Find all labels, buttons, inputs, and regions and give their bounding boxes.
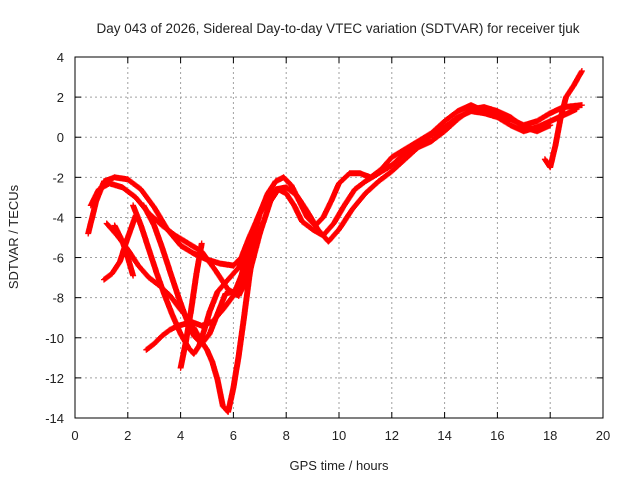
x-tick-label: 18: [543, 428, 557, 443]
satellite-track-4: [140, 200, 269, 347]
satellite-track-8-markers: [111, 222, 137, 279]
x-tick-label: 10: [332, 428, 346, 443]
x-tick-label: 2: [124, 428, 131, 443]
x-axis-label: GPS time / hours: [290, 458, 389, 473]
y-tick-label: -8: [52, 291, 64, 306]
x-tick-label: 8: [283, 428, 290, 443]
satellite-track-6-markers: [130, 202, 263, 357]
satellite-track-10: [541, 68, 585, 171]
x-tick-label: 14: [437, 428, 451, 443]
axis-ticks: 0 2 4 6 8 10 12 14 16 18 20 -14 -12 -10 -8 -6 -4 -2 0 2 4: [45, 50, 610, 443]
y-tick-label: -12: [45, 371, 64, 386]
satellite-track-2-markers: [87, 106, 580, 299]
satellite-track-2: [87, 106, 580, 299]
satellite-track-3: [103, 104, 554, 329]
chart-title: Day 043 of 2026, Sidereal Day-to-day VTE…: [97, 21, 580, 36]
y-tick-label: -14: [45, 411, 64, 426]
x-tick-label: 20: [596, 428, 610, 443]
satellite-track-3-markers: [103, 104, 554, 329]
x-tick-label: 6: [230, 428, 237, 443]
x-tick-label: 12: [385, 428, 399, 443]
y-tick-label: 2: [57, 90, 64, 105]
satellite-track-9-markers: [177, 240, 205, 371]
x-tick-label: 16: [490, 428, 504, 443]
satellite-track-9: [177, 240, 205, 371]
x-tick-label: 4: [177, 428, 184, 443]
satellite-track-10-markers: [541, 68, 585, 171]
satellite-track-6: [130, 202, 263, 357]
x-tick-label: 0: [71, 428, 78, 443]
satellite-track-4-markers: [140, 200, 269, 347]
grid-lines: [75, 57, 603, 418]
y-tick-label: 0: [57, 130, 64, 145]
y-tick-label: 4: [57, 50, 64, 65]
data-points: [85, 68, 585, 415]
y-tick-label: -2: [52, 170, 64, 185]
y-tick-label: -10: [45, 331, 64, 346]
y-tick-label: -6: [52, 251, 64, 266]
y-axis-label: SDTVAR / TECUs: [6, 184, 21, 289]
satellite-track-8: [111, 222, 137, 279]
y-tick-label: -4: [52, 210, 64, 225]
